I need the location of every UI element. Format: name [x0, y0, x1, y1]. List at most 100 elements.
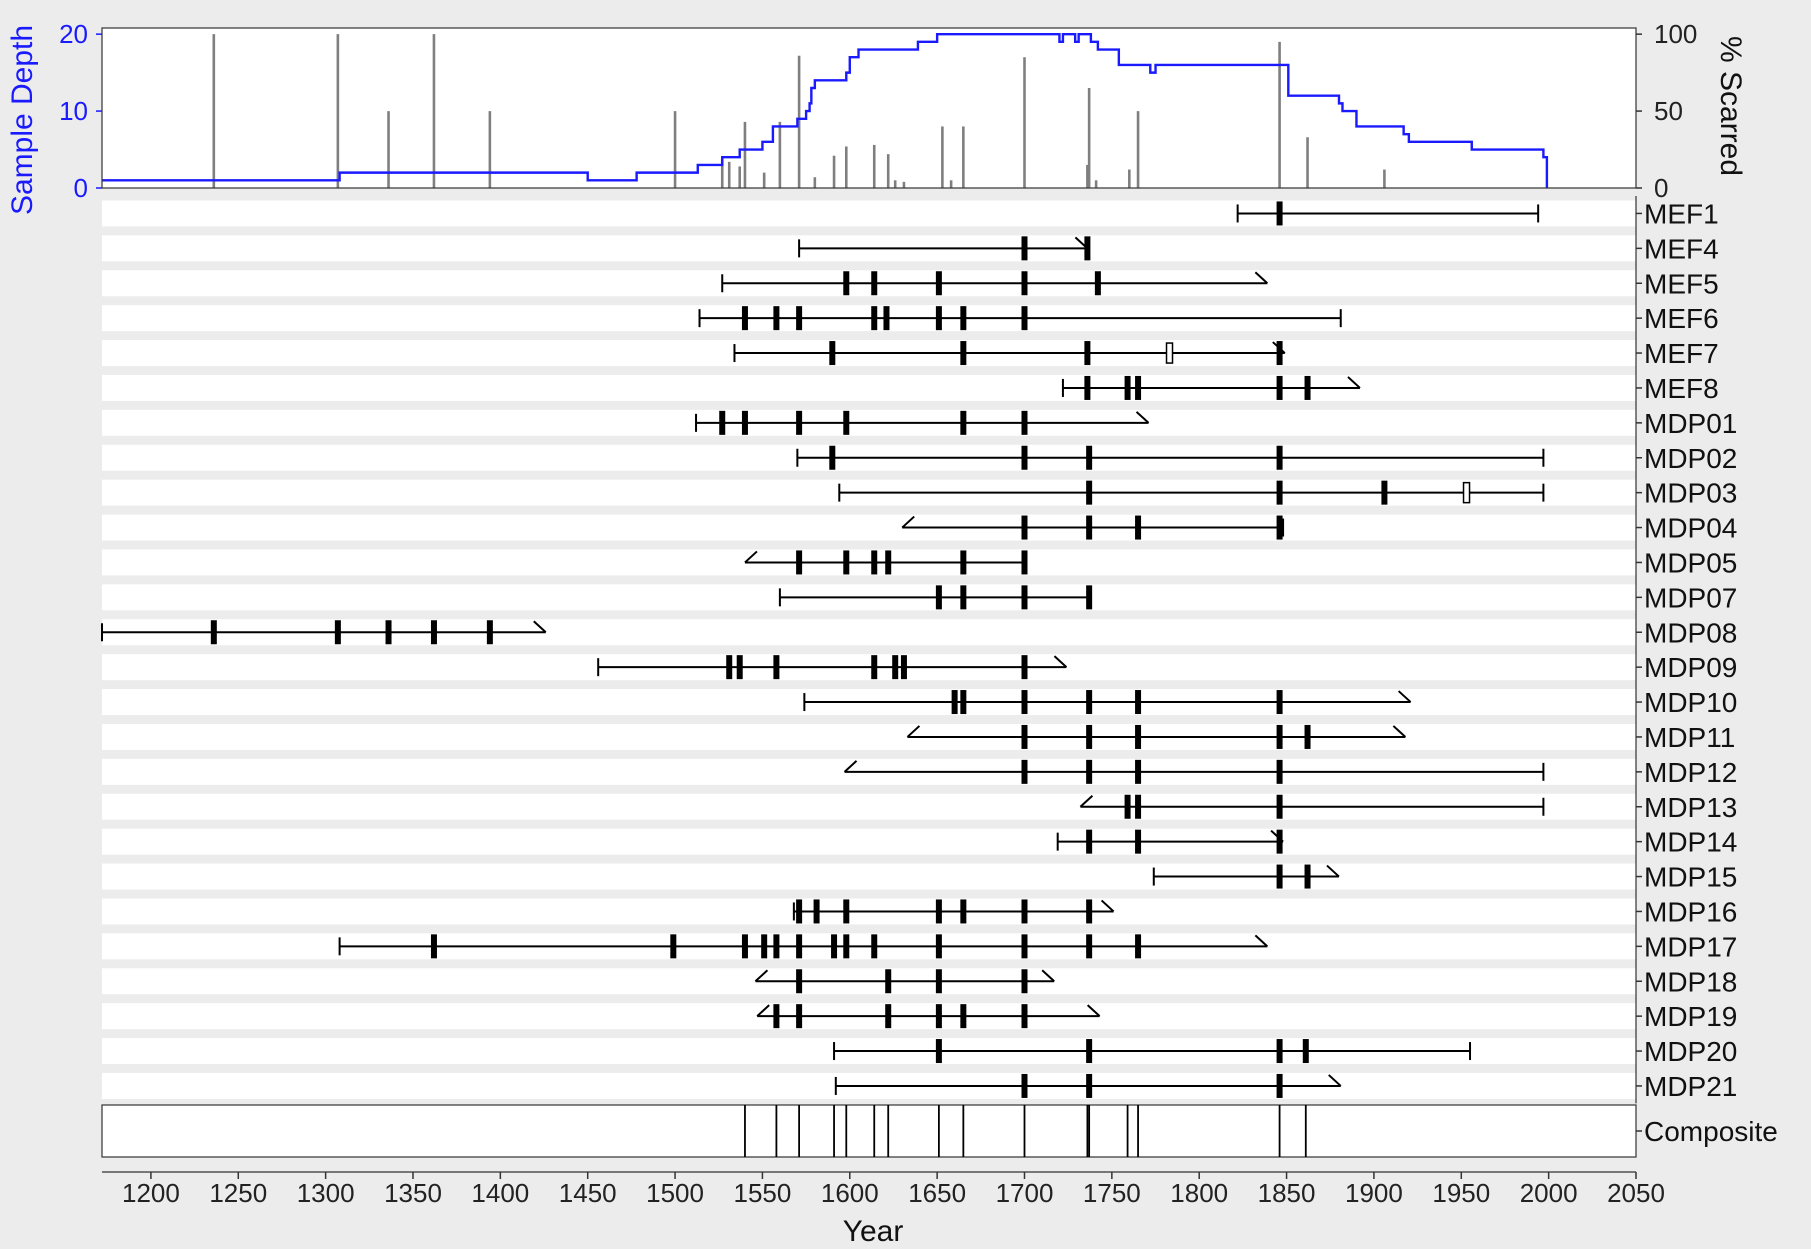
fire-scar: [335, 620, 341, 644]
x-tick-label: 2050: [1607, 1178, 1665, 1208]
fire-scar: [386, 620, 392, 644]
fire-scar: [796, 306, 802, 330]
fire-scar: [1086, 585, 1092, 609]
fire-scar: [936, 306, 942, 330]
fire-scar: [1381, 481, 1387, 505]
fire-scar: [843, 411, 849, 435]
series-label: MDP04: [1644, 513, 1737, 544]
fire-scar: [1086, 1074, 1092, 1098]
fire-scar: [1021, 236, 1027, 260]
fire-scar: [1303, 1039, 1309, 1063]
series-panel: MEF1MEF4MEF5MEF6MEF7MEF8MDP01MDP02MDP03M…: [102, 196, 1737, 1103]
series-label: MDP05: [1644, 547, 1737, 578]
x-tick-label: 1400: [471, 1178, 529, 1208]
fire-scar: [431, 934, 437, 958]
x-tick-label: 1450: [559, 1178, 617, 1208]
fire-scar: [1095, 271, 1101, 295]
x-tick-label: 1650: [908, 1178, 966, 1208]
fire-scar: [1021, 1074, 1027, 1098]
fire-scar: [1086, 481, 1092, 505]
fire-scar: [742, 934, 748, 958]
fire-scar: [742, 306, 748, 330]
fire-scar: [1135, 376, 1141, 400]
series-label: MEF5: [1644, 268, 1719, 299]
fire-scar: [1021, 725, 1027, 749]
x-tick-label: 1800: [1170, 1178, 1228, 1208]
fire-scar: [1086, 760, 1092, 784]
series-label: MDP13: [1644, 792, 1737, 823]
fire-scar: [737, 655, 743, 679]
fire-scar: [1135, 516, 1141, 540]
fire-scar: [1277, 1074, 1283, 1098]
fire-scar: [1277, 446, 1283, 470]
fire-scar: [1277, 725, 1283, 749]
fire-scar: [885, 969, 891, 993]
series-label: MDP14: [1644, 827, 1737, 858]
fire-scar: [1086, 446, 1092, 470]
fire-scar: [1135, 934, 1141, 958]
fire-scar: [796, 550, 802, 574]
fire-scar: [843, 899, 849, 923]
series-label: MEF7: [1644, 338, 1719, 369]
fire-scar: [1021, 690, 1027, 714]
series-label: MDP07: [1644, 582, 1737, 613]
fire-scar: [1086, 1039, 1092, 1063]
x-tick-label: 2000: [1520, 1178, 1578, 1208]
series-label: MDP03: [1644, 478, 1737, 509]
fire-scar: [1277, 376, 1283, 400]
fire-scar: [1125, 795, 1131, 819]
x-tick-label: 1300: [297, 1178, 355, 1208]
top-panel-background: [102, 28, 1636, 188]
fire-scar: [1305, 865, 1311, 889]
fire-scar: [1135, 760, 1141, 784]
fire-scar: [1021, 271, 1027, 295]
fire-scar: [796, 411, 802, 435]
x-tick-label: 1550: [734, 1178, 792, 1208]
x-axis-title: Year: [843, 1215, 904, 1248]
series-label: MDP10: [1644, 687, 1737, 718]
fire-scar: [1021, 655, 1027, 679]
fire-scar: [1086, 690, 1092, 714]
composite-label: Composite: [1644, 1116, 1778, 1147]
fire-scar: [1277, 1039, 1283, 1063]
fire-scar: [1135, 690, 1141, 714]
fire-scar: [1084, 376, 1090, 400]
series-label: MDP02: [1644, 443, 1737, 474]
fire-scar: [1086, 516, 1092, 540]
fire-scar: [936, 271, 942, 295]
series-label: MDP20: [1644, 1036, 1737, 1067]
x-tick-label: 1750: [1083, 1178, 1141, 1208]
fire-scar: [1277, 830, 1283, 854]
fire-scar: [796, 899, 802, 923]
scar-tick-label: 50: [1654, 96, 1683, 126]
fire-scar: [761, 934, 767, 958]
injury-marker: [1167, 343, 1173, 363]
fire-scar: [1086, 725, 1092, 749]
fire-scar: [1021, 550, 1027, 574]
fire-scar: [843, 550, 849, 574]
fire-scar: [1305, 725, 1311, 749]
series-label: MEF8: [1644, 373, 1719, 404]
injury-marker: [1464, 483, 1470, 503]
depth-tick-label: 0: [74, 173, 88, 203]
fire-scar: [1135, 725, 1141, 749]
fire-scar: [952, 690, 958, 714]
x-tick-label: 1350: [384, 1178, 442, 1208]
depth-tick-label: 10: [59, 96, 88, 126]
fire-scar: [1277, 201, 1283, 225]
fire-scar: [1021, 446, 1027, 470]
fire-scar: [1277, 795, 1283, 819]
fire-scar: [901, 655, 907, 679]
x-tick-label: 1950: [1432, 1178, 1490, 1208]
fire-scar: [960, 341, 966, 365]
fire-scar: [773, 306, 779, 330]
fire-scar: [892, 655, 898, 679]
fire-scar: [211, 620, 217, 644]
fire-scar: [1086, 934, 1092, 958]
fire-scar: [885, 1004, 891, 1028]
fire-scar: [1277, 760, 1283, 784]
fire-scar: [742, 411, 748, 435]
fire-scar: [1021, 760, 1027, 784]
fire-scar: [487, 620, 493, 644]
